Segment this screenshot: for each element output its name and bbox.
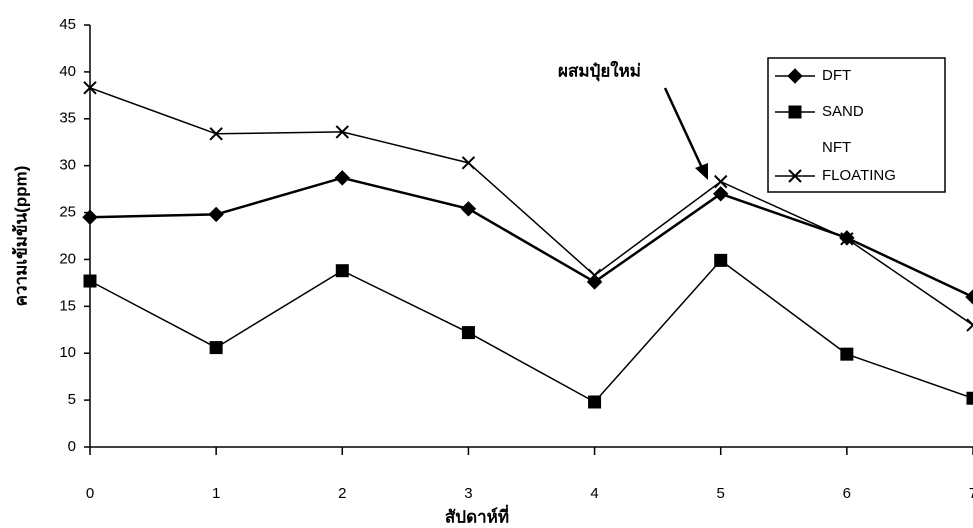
marker [714, 174, 728, 189]
marker [334, 170, 350, 186]
legend-marker [788, 169, 802, 183]
marker [966, 318, 973, 332]
x-tick-label: 6 [843, 485, 851, 502]
x-tick-label: 0 [86, 485, 94, 502]
marker [335, 264, 349, 278]
marker [83, 81, 97, 95]
y-tick-label: 15 [59, 297, 76, 314]
marker [209, 127, 223, 141]
legend-marker [788, 105, 802, 119]
y-tick-label: 25 [59, 204, 76, 221]
marker [335, 125, 349, 139]
legend-label: NFT [822, 139, 851, 156]
marker [840, 347, 854, 361]
marker [840, 232, 854, 246]
legend-label: DFT [822, 67, 851, 84]
y-tick-label: 20 [59, 250, 76, 267]
marker [461, 156, 476, 170]
marker [82, 209, 98, 225]
legend-marker [787, 68, 803, 84]
annotation-arrowhead [695, 163, 708, 180]
marker [209, 341, 223, 355]
x-tick-label: 5 [717, 485, 725, 502]
y-tick-label: 40 [59, 63, 76, 80]
marker [460, 201, 477, 217]
y-tick-label: 5 [68, 391, 76, 408]
annotation: ผสมปุ๋ยใหม่ [558, 60, 641, 81]
y-tick-label: 45 [59, 16, 76, 33]
x-tick-label: 7 [969, 485, 973, 502]
x-tick-label: 1 [212, 485, 220, 502]
y-tick-label: 30 [59, 157, 76, 174]
marker [587, 268, 602, 283]
marker [83, 274, 97, 288]
y-tick-label: 10 [59, 344, 76, 361]
annotation-arrow [663, 87, 705, 171]
marker [208, 206, 224, 223]
marker [965, 289, 973, 305]
y-tick-label: 35 [59, 110, 76, 127]
marker [588, 395, 602, 409]
y-tick-label: 0 [68, 438, 76, 455]
x-tick-label: 3 [464, 485, 472, 502]
series-line [89, 176, 973, 299]
marker [714, 253, 728, 267]
marker [713, 186, 729, 202]
marker [461, 326, 475, 340]
marker [966, 391, 973, 405]
legend-label: FLOATING [822, 167, 896, 184]
x-axis-label: สัปดาห์ที่ [445, 504, 509, 526]
x-tick-label: 4 [590, 485, 598, 502]
legend-label: SAND [822, 103, 864, 120]
x-tick-label: 2 [338, 485, 346, 502]
series-line [89, 259, 973, 403]
series-line [89, 87, 973, 326]
y-axis-label: ความเข้มข้น(ppm) [11, 166, 30, 307]
